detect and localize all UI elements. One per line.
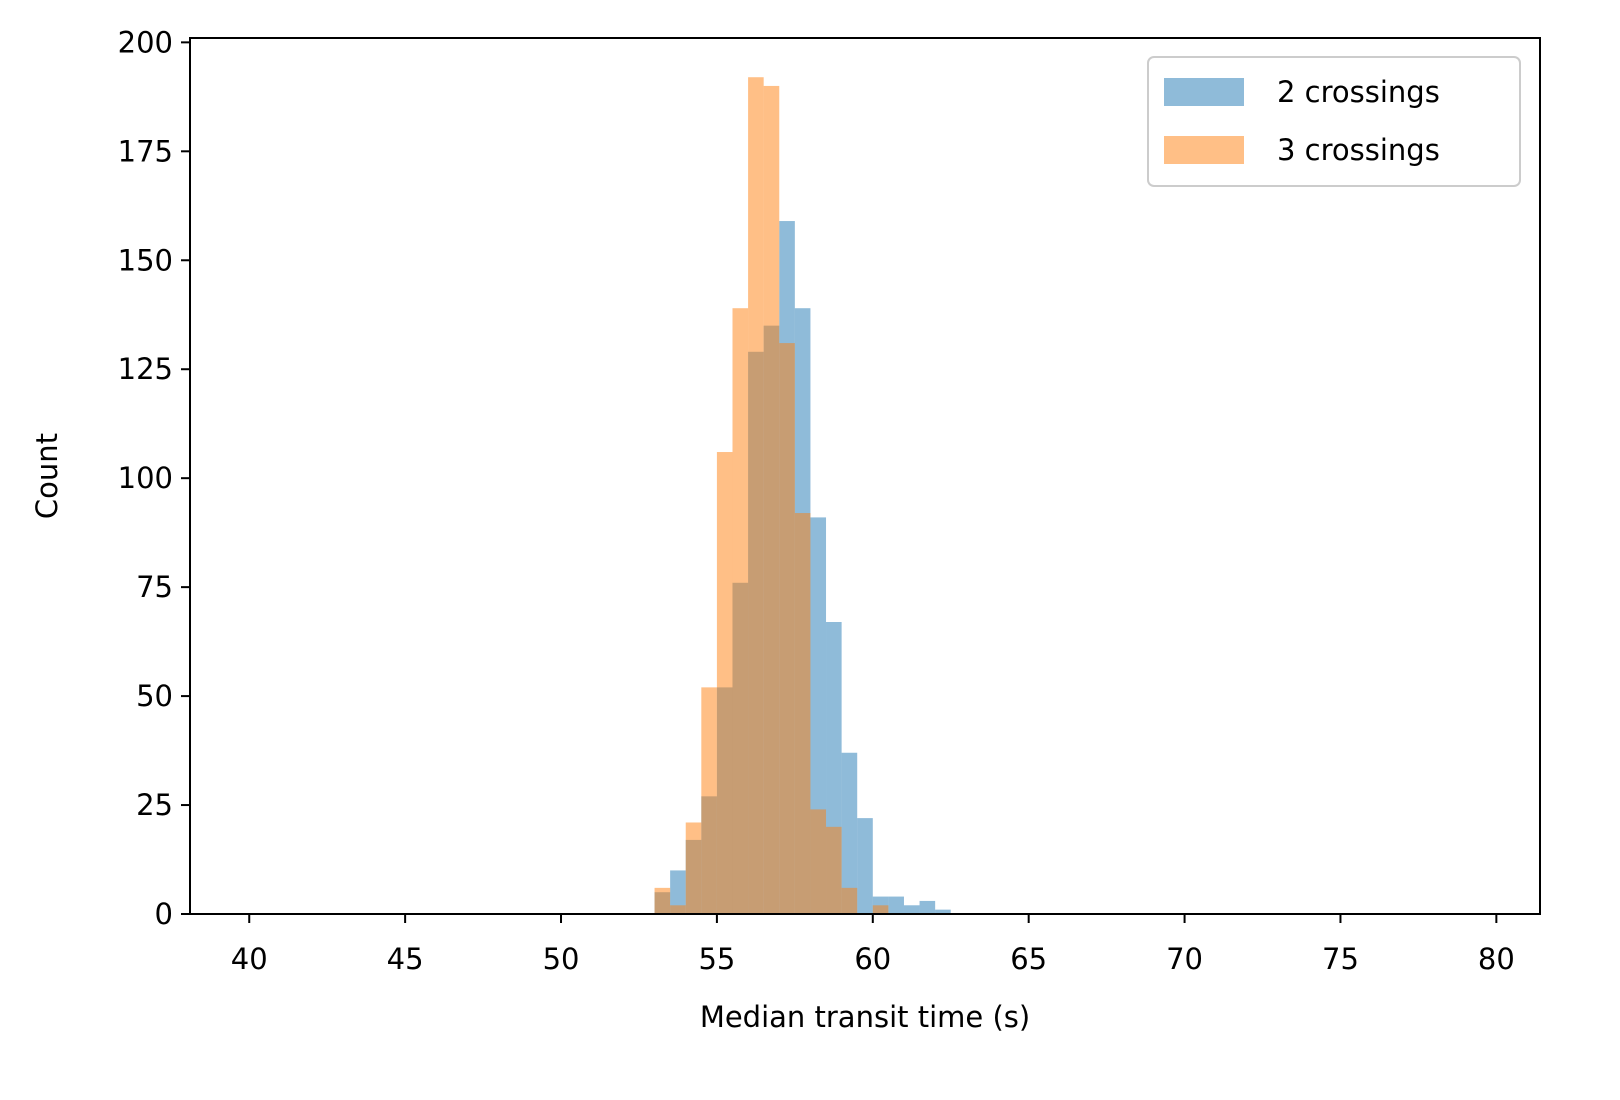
- bar: [872, 905, 889, 914]
- bar: [888, 896, 904, 914]
- bar: [935, 909, 951, 914]
- x-axis-ticks: 40 45 50 55 60 65 70 75 80: [231, 914, 1515, 976]
- y-tick-label: 50: [136, 679, 173, 713]
- bar: [826, 826, 842, 914]
- x-tick-label: 45: [387, 942, 424, 976]
- bar: [654, 887, 671, 914]
- plot-frame: [189, 37, 1541, 915]
- y-axis-label: Count: [30, 433, 64, 519]
- bar: [841, 752, 858, 914]
- bar: [810, 809, 827, 914]
- y-tick-label: 150: [118, 243, 173, 277]
- bar: [841, 887, 858, 914]
- legend-swatch: [1164, 78, 1244, 106]
- bar: [748, 77, 764, 914]
- y-tick-label: 175: [118, 134, 173, 168]
- bar: [732, 308, 749, 914]
- bars-layer: [654, 77, 951, 915]
- x-tick-label: 80: [1478, 942, 1515, 976]
- bar: [919, 900, 936, 914]
- legend-label: 2 crossings: [1277, 75, 1440, 109]
- y-tick-label: 125: [118, 352, 173, 386]
- bar: [670, 870, 686, 914]
- series-2-bars: [654, 77, 889, 915]
- legend-swatch: [1164, 136, 1244, 164]
- x-tick-label: 60: [854, 942, 891, 976]
- x-tick-label: 55: [698, 942, 735, 976]
- x-axis-label: Median transit time (s): [700, 1000, 1030, 1034]
- y-tick-label: 100: [118, 461, 173, 495]
- y-axis-ticks: 0 25 50 75 100 125 150 175 200: [118, 25, 190, 931]
- legend-label: 3 crossings: [1277, 133, 1440, 167]
- bar: [701, 687, 717, 914]
- x-tick-label: 50: [543, 942, 580, 976]
- y-tick-label: 200: [118, 25, 173, 59]
- legend: 2 crossings 3 crossings: [1147, 56, 1521, 187]
- x-tick-label: 70: [1166, 942, 1203, 976]
- x-tick-label: 75: [1322, 942, 1359, 976]
- bar: [903, 905, 920, 914]
- bar: [685, 822, 702, 914]
- bar: [857, 818, 873, 914]
- x-tick-label: 40: [231, 942, 268, 976]
- y-tick-label: 25: [136, 788, 173, 822]
- y-tick-label: 0: [155, 897, 173, 931]
- x-tick-label: 65: [1010, 942, 1047, 976]
- bar: [794, 513, 811, 914]
- y-tick-label: 75: [136, 570, 173, 604]
- bar: [670, 905, 686, 914]
- bar: [716, 452, 733, 914]
- bar: [779, 343, 795, 915]
- bar: [763, 85, 780, 914]
